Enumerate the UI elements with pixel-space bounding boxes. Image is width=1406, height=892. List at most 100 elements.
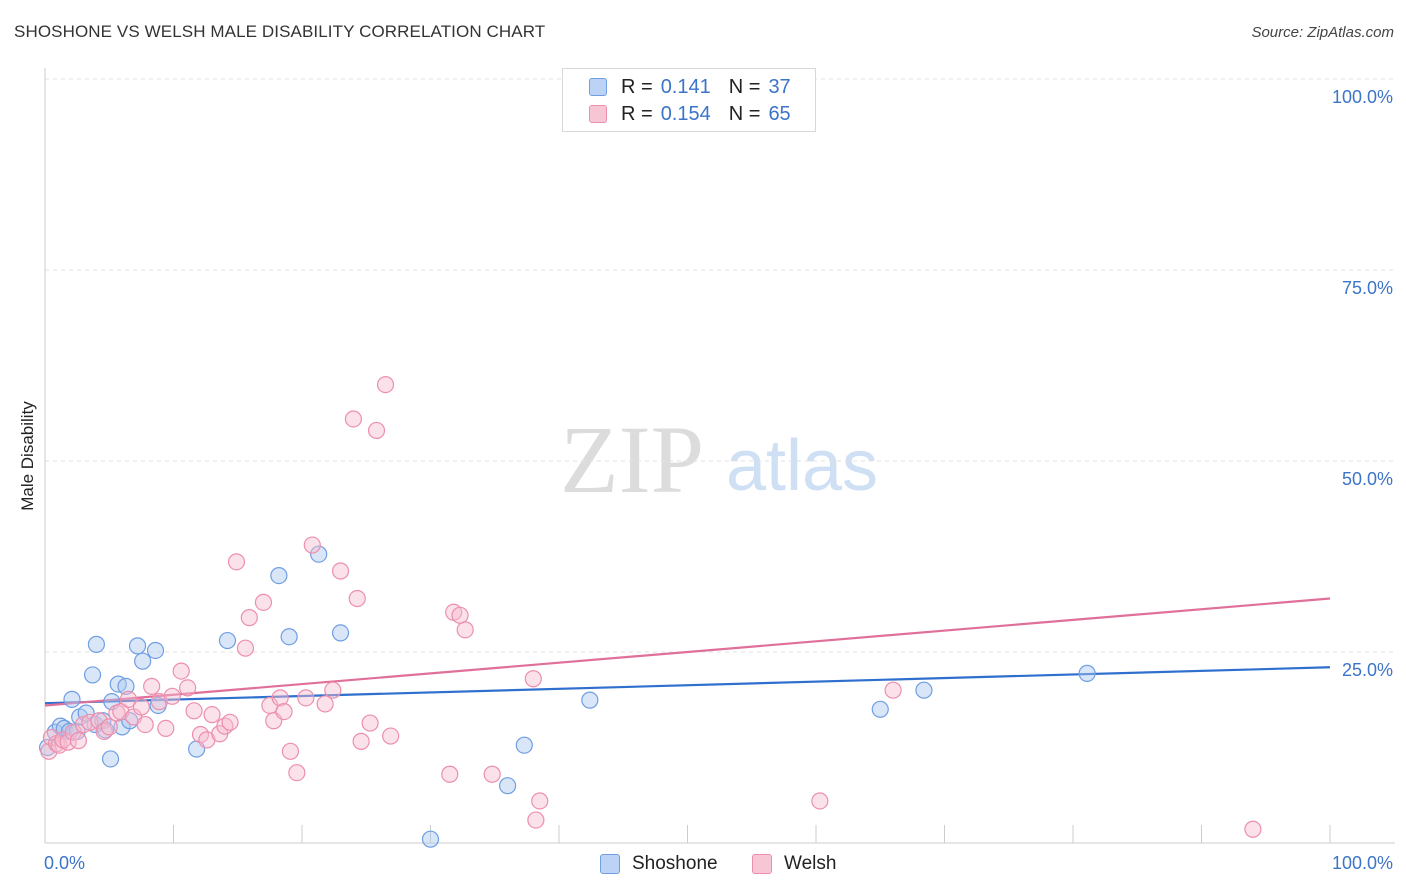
welsh-point — [367, 421, 386, 440]
welsh-point — [324, 681, 342, 699]
welsh-point — [136, 715, 154, 734]
welsh-point — [344, 410, 362, 428]
y-tick-label: 75.0% — [1342, 278, 1393, 298]
welsh-point — [297, 689, 315, 707]
legend-n-label: N = — [728, 102, 761, 125]
welsh-legend-swatch — [752, 854, 772, 874]
welsh-point — [361, 714, 379, 732]
shoshone-point — [128, 637, 147, 655]
welsh-point — [157, 719, 175, 738]
welsh-point — [271, 689, 289, 707]
welsh-point — [483, 765, 501, 783]
welsh-point — [95, 722, 113, 741]
x-tick-label-max: 100.0% — [1332, 853, 1393, 873]
watermark-atlas: atlas — [726, 426, 878, 506]
welsh-point — [172, 662, 190, 680]
source-label: Source: ZipAtlas.com — [1251, 24, 1394, 41]
bottom-legend-shoshone: Shoshone — [600, 852, 718, 876]
welsh-legend-label: Welsh — [784, 853, 837, 874]
shoshone-point — [331, 624, 350, 642]
trend-lines — [44, 597, 1331, 707]
shoshone-point — [280, 628, 298, 646]
welsh-point — [376, 376, 395, 394]
welsh-points — [40, 70, 1262, 838]
shoshone-point — [101, 750, 120, 768]
y-tick-label: 100.0% — [1332, 87, 1393, 107]
welsh-point — [90, 712, 108, 730]
shoshone-point — [134, 652, 152, 670]
welsh-point — [163, 687, 181, 705]
welsh-point — [316, 695, 334, 713]
welsh-point — [185, 702, 203, 720]
chart-title: SHOSHONE VS WELSH MALE DISABILITY CORREL… — [14, 22, 546, 41]
watermark-zip: ZIP — [560, 406, 704, 513]
gridlines — [45, 78, 1395, 653]
shoshone-point — [915, 681, 933, 699]
welsh-point — [69, 732, 88, 750]
welsh-point — [531, 792, 549, 810]
legend-r-label: R = — [621, 102, 653, 125]
welsh-point — [132, 698, 150, 716]
shoshone-point — [270, 566, 288, 585]
y-tick-label: 50.0% — [1342, 469, 1393, 489]
shoshone-point — [63, 690, 81, 708]
shoshone-point — [87, 635, 106, 653]
welsh-point — [352, 732, 370, 750]
shoshone-point — [146, 641, 165, 660]
shoshone-point — [310, 545, 328, 563]
legend-r-value: 0.154 — [660, 102, 711, 125]
legend-r-label: R = — [621, 75, 653, 98]
y-tick-label: 25.0% — [1342, 660, 1393, 680]
legend-r-value: 0.141 — [660, 75, 711, 98]
legend-n-value: 37 — [768, 75, 791, 98]
welsh-point — [348, 589, 366, 608]
x-tick-label-min: 0.0% — [44, 853, 85, 873]
shoshone-point — [117, 677, 135, 695]
welsh-point — [1244, 820, 1262, 838]
legend-n-label: N = — [728, 75, 761, 98]
shoshone-point — [421, 830, 440, 848]
axes — [44, 68, 1395, 844]
legend-row-welsh: R = 0.154 N = 65 — [589, 102, 791, 126]
welsh-point — [884, 681, 902, 699]
shoshone-trend-line — [44, 666, 1331, 705]
welsh-point — [150, 693, 168, 711]
welsh-point — [275, 702, 293, 721]
watermark: ZIP atlas — [560, 406, 878, 513]
welsh-point — [221, 713, 239, 731]
shoshone-point — [83, 666, 102, 684]
welsh-point — [227, 553, 246, 571]
welsh-point — [524, 670, 542, 688]
shoshone-points — [38, 545, 1096, 848]
welsh-point — [203, 706, 221, 724]
shoshone-point — [871, 700, 889, 718]
tick-labels: 25.0% 50.0% 75.0% 100.0% 0.0% 100.0% — [44, 87, 1393, 873]
welsh-point — [112, 702, 130, 721]
welsh-point — [382, 727, 400, 745]
legend-n-value: 65 — [768, 102, 791, 125]
welsh-point — [451, 606, 469, 624]
bottom-legend-welsh: Welsh — [752, 852, 836, 876]
shoshone-point — [1078, 664, 1096, 682]
welsh-point — [179, 679, 197, 697]
welsh-point — [254, 593, 273, 611]
legend-row-shoshone: R = 0.141 N = 37 — [589, 75, 791, 99]
welsh-point — [331, 562, 350, 580]
welsh-trend-line — [44, 597, 1331, 707]
shoshone-legend-swatch — [600, 854, 620, 874]
welsh-point — [527, 811, 545, 829]
welsh-point — [811, 792, 829, 810]
shoshone-swatch — [589, 78, 607, 96]
welsh-point — [240, 609, 258, 627]
shoshone-point — [499, 777, 517, 795]
welsh-point — [143, 677, 161, 695]
welsh-point — [281, 742, 300, 760]
shoshone-legend-label: Shoshone — [632, 853, 718, 874]
welsh-point — [236, 639, 255, 657]
shoshone-point — [515, 736, 533, 754]
welsh-point — [288, 764, 306, 782]
shoshone-point — [581, 691, 599, 709]
shoshone-point — [218, 631, 237, 650]
welsh-point — [456, 621, 474, 639]
